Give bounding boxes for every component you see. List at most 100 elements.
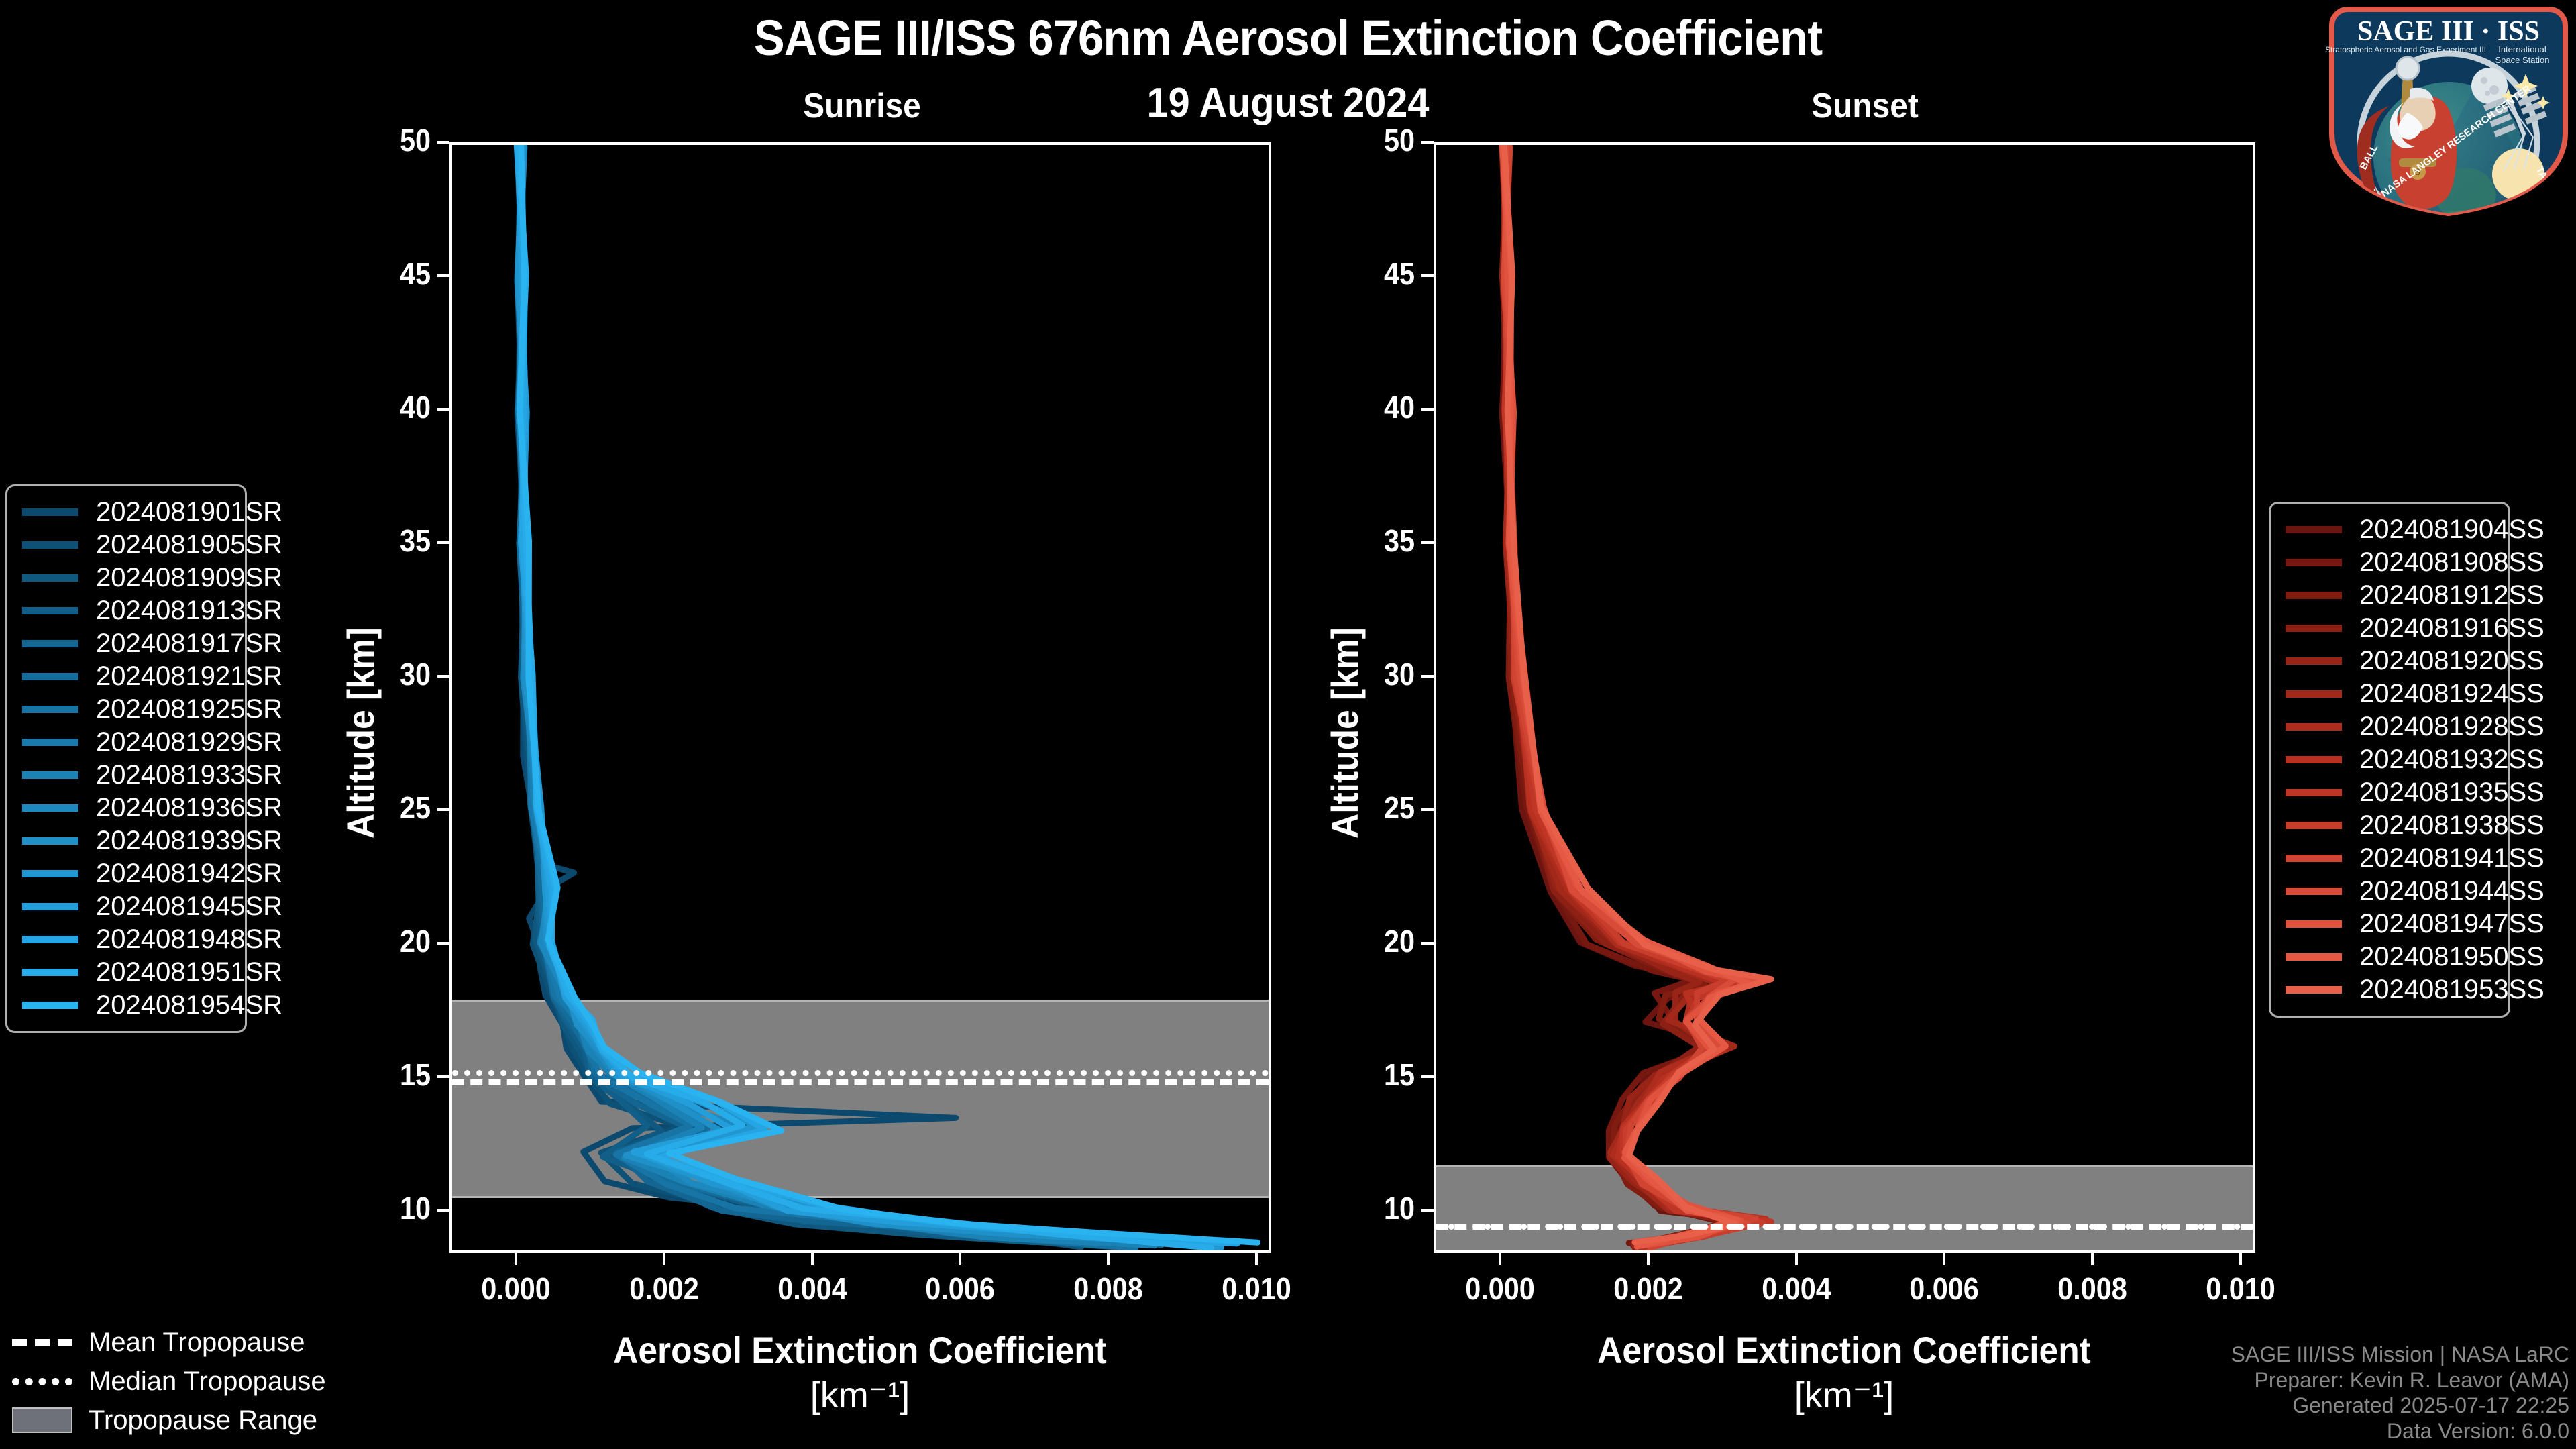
y-axis-tick-mark	[437, 541, 449, 545]
sunset-legend-item[interactable]: 2024081944SS	[2286, 875, 2544, 908]
legend-color-swatch	[22, 969, 78, 976]
x-axis-tick-mark	[1943, 1253, 1946, 1265]
median-tropopause-line	[1436, 1224, 2253, 1230]
sunset-legend-item[interactable]: 2024081950SS	[2286, 941, 2544, 973]
sunrise-legend-item[interactable]: 2024081942SR	[22, 857, 282, 890]
y-axis-tick-label: 25	[399, 790, 431, 826]
credits-block: SAGE III/ISS Mission | NASA LaRC Prepare…	[2231, 1342, 2569, 1444]
sunset-legend-item[interactable]: 2024081947SS	[2286, 908, 2544, 941]
y-axis-tick-mark	[437, 1075, 449, 1079]
y-axis-tick-label: 50	[1383, 123, 1415, 158]
y-axis-tick-mark	[1421, 1075, 1434, 1079]
sunrise-legend-item[interactable]: 2024081951SR	[22, 956, 282, 989]
sunrise-legend-item[interactable]: 2024081925SR	[22, 693, 282, 726]
x-axis-tick-label: 0.006	[925, 1271, 996, 1306]
sunset-legend-item[interactable]: 2024081938SS	[2286, 809, 2544, 842]
sunrise-legend-item[interactable]: 2024081939SR	[22, 824, 282, 857]
y-axis-tick-label: 20	[1383, 924, 1415, 959]
legend-color-swatch	[2286, 888, 2342, 895]
sunrise-legend-item[interactable]: 2024081948SR	[22, 923, 282, 956]
legend-event-label: 2024081929SR	[96, 727, 283, 757]
legend-event-label: 2024081948SR	[96, 924, 283, 954]
legend-event-label: 2024081947SS	[2359, 909, 2544, 938]
legend-event-label: 2024081925SR	[96, 694, 283, 724]
profile-line	[1499, 145, 1752, 1250]
sunset-legend-item[interactable]: 2024081920SS	[2286, 645, 2544, 678]
legend-event-label: 2024081905SR	[96, 530, 283, 559]
profile-line	[1499, 145, 1760, 1248]
x-axis-tick-mark	[1647, 1253, 1650, 1265]
legend-color-swatch	[22, 706, 78, 713]
sunset-legend-item[interactable]: 2024081916SS	[2286, 612, 2544, 645]
legend-event-label: 2024081920SS	[2359, 646, 2544, 676]
sunset-legend-item[interactable]: 2024081928SS	[2286, 710, 2544, 743]
y-axis-tick-mark	[437, 274, 449, 278]
legend-color-swatch	[22, 607, 78, 614]
sunset-legend-item[interactable]: 2024081941SS	[2286, 842, 2544, 875]
sunrise-legend-item[interactable]: 2024081905SR	[22, 529, 282, 561]
legend-color-swatch	[22, 739, 78, 746]
sunrise-legend[interactable]: 2024081901SR 2024081905SR 2024081909SR 2024…	[5, 484, 282, 1033]
sunrise-legend-item[interactable]: 2024081909SR	[22, 561, 282, 594]
legend-event-label: 2024081924SS	[2359, 679, 2544, 708]
legend-color-swatch	[22, 508, 78, 516]
sunset-legend-item[interactable]: 2024081953SS	[2286, 973, 2544, 1006]
sunrise-legend-item[interactable]: 2024081913SR	[22, 594, 282, 627]
page-title: SAGE III/ISS 676nm Aerosol Extinction Co…	[753, 10, 1823, 66]
sunrise-legend-item[interactable]: 2024081945SR	[22, 890, 282, 923]
profile-curves	[513, 145, 1261, 1250]
y-axis-tick-label: 20	[399, 924, 431, 959]
profile-line	[1501, 145, 1774, 1246]
sunset-x-axis-title: Aerosol Extinction Coefficient	[1597, 1329, 2091, 1371]
profile-line	[1500, 145, 1730, 1246]
sunrise-legend-item[interactable]: 2024081921SR	[22, 660, 282, 693]
x-axis-tick-mark	[1794, 1253, 1798, 1265]
sunrise-x-axis-title: Aerosol Extinction Coefficient	[613, 1329, 1107, 1371]
sunset-legend-item[interactable]: 2024081924SS	[2286, 678, 2544, 710]
y-axis-tick-label: 40	[399, 390, 431, 425]
y-axis-tick-mark	[1421, 541, 1434, 545]
legend-event-label: 2024081932SS	[2359, 745, 2544, 774]
median-tropopause-dot-icon	[12, 1377, 72, 1385]
y-axis-tick-mark	[437, 675, 449, 678]
sunset-panel-label: Sunset	[1811, 87, 1919, 125]
legend-event-label: 2024081951SR	[96, 957, 283, 987]
legend-color-swatch	[22, 574, 78, 582]
sunrise-legend-item[interactable]: 2024081936SR	[22, 792, 282, 824]
x-axis-tick-mark	[1254, 1253, 1258, 1265]
x-axis-tick-mark	[1107, 1253, 1110, 1265]
legend-item-median-tropopause: Median Tropopause	[12, 1362, 361, 1401]
y-axis-tick-mark	[1421, 1209, 1434, 1212]
sunrise-legend-item[interactable]: 2024081917SR	[22, 627, 282, 660]
tropopause-range-edge	[1436, 1165, 2253, 1167]
x-axis-tick-mark	[810, 1253, 814, 1265]
y-axis-tick-label: 10	[1383, 1191, 1415, 1226]
sunset-legend-item[interactable]: 2024081912SS	[2286, 579, 2544, 612]
legend-event-label: 2024081954SR	[96, 990, 283, 1020]
credits-line-4: Data Version: 6.0.0	[2386, 1419, 2569, 1443]
legend-color-swatch	[22, 640, 78, 647]
mean-tropopause-dash-icon	[12, 1338, 72, 1346]
legend-event-label: 2024081921SR	[96, 661, 283, 691]
sunset-legend-item[interactable]: 2024081932SS	[2286, 743, 2544, 776]
legend-event-label: 2024081938SS	[2359, 810, 2544, 840]
x-axis-tick-label: 0.002	[629, 1271, 699, 1306]
legend-color-swatch	[22, 804, 78, 812]
legend-color-swatch	[2286, 723, 2342, 731]
sunrise-legend-item[interactable]: 2024081954SR	[22, 989, 282, 1022]
sunset-legend-item[interactable]: 2024081904SS	[2286, 513, 2544, 546]
x-axis-tick-label: 0.006	[1909, 1271, 1980, 1306]
y-axis-tick-label: 30	[1383, 657, 1415, 692]
x-axis-tick-mark	[515, 1253, 518, 1265]
legend-event-label: 2024081944SS	[2359, 876, 2544, 906]
y-axis-tick-mark	[437, 808, 449, 812]
sunrise-legend-item[interactable]: 2024081901SR	[22, 496, 282, 529]
sunset-legend[interactable]: 2024081904SS 2024081908SS 2024081912SS 2024…	[2269, 502, 2544, 1018]
sunrise-legend-item[interactable]: 2024081929SR	[22, 726, 282, 759]
sunset-legend-item[interactable]: 2024081935SS	[2286, 776, 2544, 809]
legend-event-label: 2024081901SR	[96, 497, 283, 527]
legend-color-swatch	[2286, 920, 2342, 928]
sunset-legend-item[interactable]: 2024081908SS	[2286, 546, 2544, 579]
sunrise-legend-item[interactable]: 2024081933SR	[22, 759, 282, 792]
legend-event-label: 2024081916SS	[2359, 613, 2544, 643]
